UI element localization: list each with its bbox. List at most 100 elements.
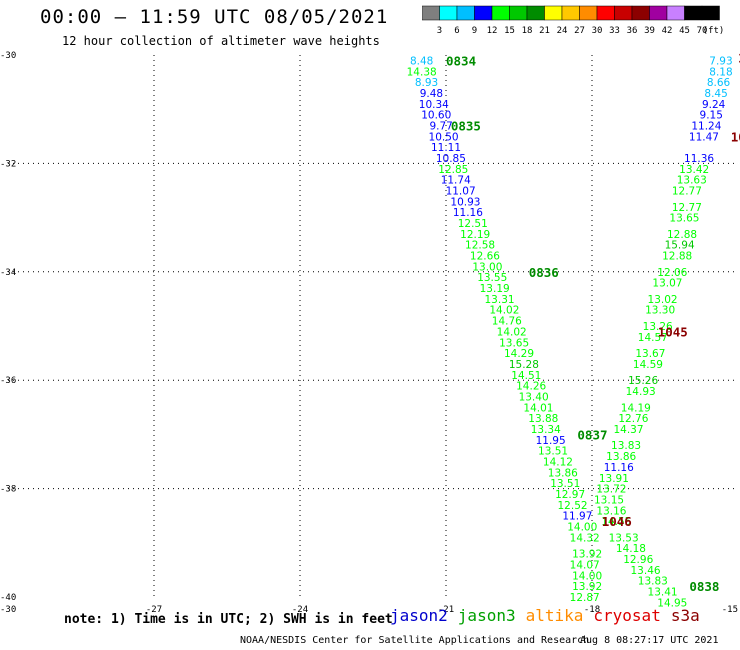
swh-value-descending: 13.40 <box>519 391 549 403</box>
colorbar-label: 27 <box>574 26 585 36</box>
swh-value-ascending: 13.41 <box>648 587 678 599</box>
colorbar-label: 3 <box>437 26 442 36</box>
legend-cryosat: cryosat <box>593 606 661 625</box>
wave-height-colorbar: 3 6 9 12 15 18 21 24 27 30 33 36 39 42 45 70(ft) <box>422 5 725 36</box>
swh-value-descending: 14.07 <box>570 559 600 571</box>
colorbar-label: 45 <box>679 26 690 36</box>
colorbar-label: 12 <box>487 26 498 36</box>
swh-value-ascending: 8.66 <box>707 77 731 89</box>
colorbar-label: 21 <box>539 26 550 36</box>
swh-value-descending: 10.50 <box>429 131 459 143</box>
legend-altika: altika <box>525 606 584 625</box>
y-tick-label: -38 <box>0 485 16 495</box>
map-subtitle: 12 hour collection of altimeter wave hei… <box>62 34 380 48</box>
swh-value-ascending: 9.15 <box>700 110 723 122</box>
swh-value-descending: 13.51 <box>538 446 568 458</box>
swh-value-ascending: 13.63 <box>677 175 707 187</box>
credit-text: NOAA/NESDIS Center for Satellite Applica… <box>240 635 590 646</box>
swh-value-ascending: 8.18 <box>709 66 732 78</box>
swh-value-descending: 14.51 <box>511 370 541 382</box>
swh-value-descending: 13.19 <box>480 283 510 295</box>
colorbar-label: 15 <box>504 26 515 36</box>
swh-value-descending: 12.87 <box>570 592 600 604</box>
swh-value-ascending: 13.30 <box>645 305 675 317</box>
swh-value-ascending: 13.86 <box>606 451 636 463</box>
swh-value-descending: 12.19 <box>460 229 490 241</box>
swh-value-descending: 14.00 <box>572 570 602 582</box>
swh-value-ascending: 13.46 <box>631 565 661 577</box>
y-tick-label: -40 <box>0 593 16 603</box>
legend-jason3: jason3 <box>457 606 516 625</box>
swh-value-ascending: 12.88 <box>662 251 692 263</box>
swh-value-ascending: 14.93 <box>626 386 656 398</box>
colorbar-label: 18 <box>522 26 533 36</box>
map-title: 00:00 – 11:59 UTC 08/05/2021 <box>40 6 389 28</box>
swh-value-ascending: 12.88 <box>667 229 697 241</box>
swh-value-ascending: 13.26 <box>643 321 673 333</box>
colorbar-label: 24 <box>557 26 568 36</box>
swh-value-ascending: 14.95 <box>657 597 687 609</box>
x-tick-label: -18 <box>584 605 600 615</box>
colorbar-label: 30 <box>592 26 603 36</box>
swh-value-ascending: 11.47 <box>689 131 719 143</box>
footer-note: note: 1) Time is in UTC; 2) SWH is in fe… <box>64 612 393 627</box>
colorbar-label: 36 <box>627 26 638 36</box>
colorbar-label: 9 <box>472 26 477 36</box>
swh-value-descending: 14.32 <box>570 532 600 544</box>
swh-value-descending: 12.66 <box>470 251 500 263</box>
y-tick-label: -32 <box>0 159 16 169</box>
swh-value-ascending: 9.24 <box>702 99 726 111</box>
time-label: 1046 <box>602 514 632 529</box>
generated-timestamp: Aug 8 08:27:17 UTC 2021 <box>580 635 719 646</box>
swh-value-ascending: 13.42 <box>679 164 709 176</box>
swh-value-ascending: 13.07 <box>652 278 682 290</box>
swh-value-ascending: 11.16 <box>604 462 634 474</box>
swh-value-descending: 11.11 <box>431 142 461 154</box>
swh-value-descending: 13.51 <box>550 478 580 490</box>
time-label: 1 <box>738 51 740 66</box>
swh-value-descending: 13.92 <box>572 549 602 561</box>
swh-value-descending: 13.92 <box>572 581 602 593</box>
colorbar-label: 39 <box>644 26 655 36</box>
time-label: 0838 <box>689 579 719 594</box>
swh-value-descending: 12.85 <box>438 164 468 176</box>
swh-value-ascending: 12.06 <box>657 267 687 279</box>
x-tick-label: -21 <box>438 605 454 615</box>
swh-value-ascending: 12.96 <box>623 554 653 566</box>
legend-jason2: jason2 <box>390 606 448 625</box>
swh-value-ascending: 15.26 <box>628 375 658 387</box>
swh-value-descending: 15.28 <box>509 359 539 371</box>
swh-value-ascending: 13.67 <box>635 348 665 360</box>
swh-value-descending: 9.77 <box>429 120 452 132</box>
swh-value-ascending: 13.15 <box>594 494 624 506</box>
swh-value-ascending: 13.83 <box>638 576 668 588</box>
swh-value-ascending: 14.18 <box>616 543 646 555</box>
swh-value-descending: 14.12 <box>543 457 573 469</box>
swh-value-ascending: 14.19 <box>621 402 651 414</box>
swh-value-ascending: 14.57 <box>638 332 668 344</box>
swh-value-descending: 14.02 <box>489 305 519 317</box>
swh-value-descending: 11.97 <box>562 511 592 523</box>
swh-value-descending: 13.00 <box>472 261 502 273</box>
swh-value-descending: 8.48 <box>410 55 433 67</box>
swh-value-ascending: 11.36 <box>684 153 714 165</box>
swh-value-descending: 14.02 <box>497 326 527 338</box>
colorbar-swatch <box>701 5 720 21</box>
colorbar-unit: (ft) <box>703 26 725 36</box>
x-tick-label: -27 <box>146 605 162 615</box>
swh-value-descending: 13.65 <box>499 337 529 349</box>
swh-value-descending: 14.76 <box>492 316 522 328</box>
swh-value-descending: 14.01 <box>523 402 553 414</box>
swh-value-descending: 11.16 <box>453 207 483 219</box>
swh-value-descending: 12.51 <box>458 218 488 230</box>
swh-value-descending: 10.60 <box>421 110 451 122</box>
swh-value-ascending: 13.65 <box>669 213 699 225</box>
swh-value-ascending: 13.91 <box>599 473 629 485</box>
swh-value-ascending: 12.77 <box>672 202 702 214</box>
swh-value-descending: 11.74 <box>441 175 471 187</box>
swh-value-descending: 13.31 <box>485 294 515 306</box>
swh-value-descending: 13.86 <box>548 467 578 479</box>
colorbar-label: 42 <box>662 26 673 36</box>
swh-value-descending: 14.26 <box>516 381 546 393</box>
